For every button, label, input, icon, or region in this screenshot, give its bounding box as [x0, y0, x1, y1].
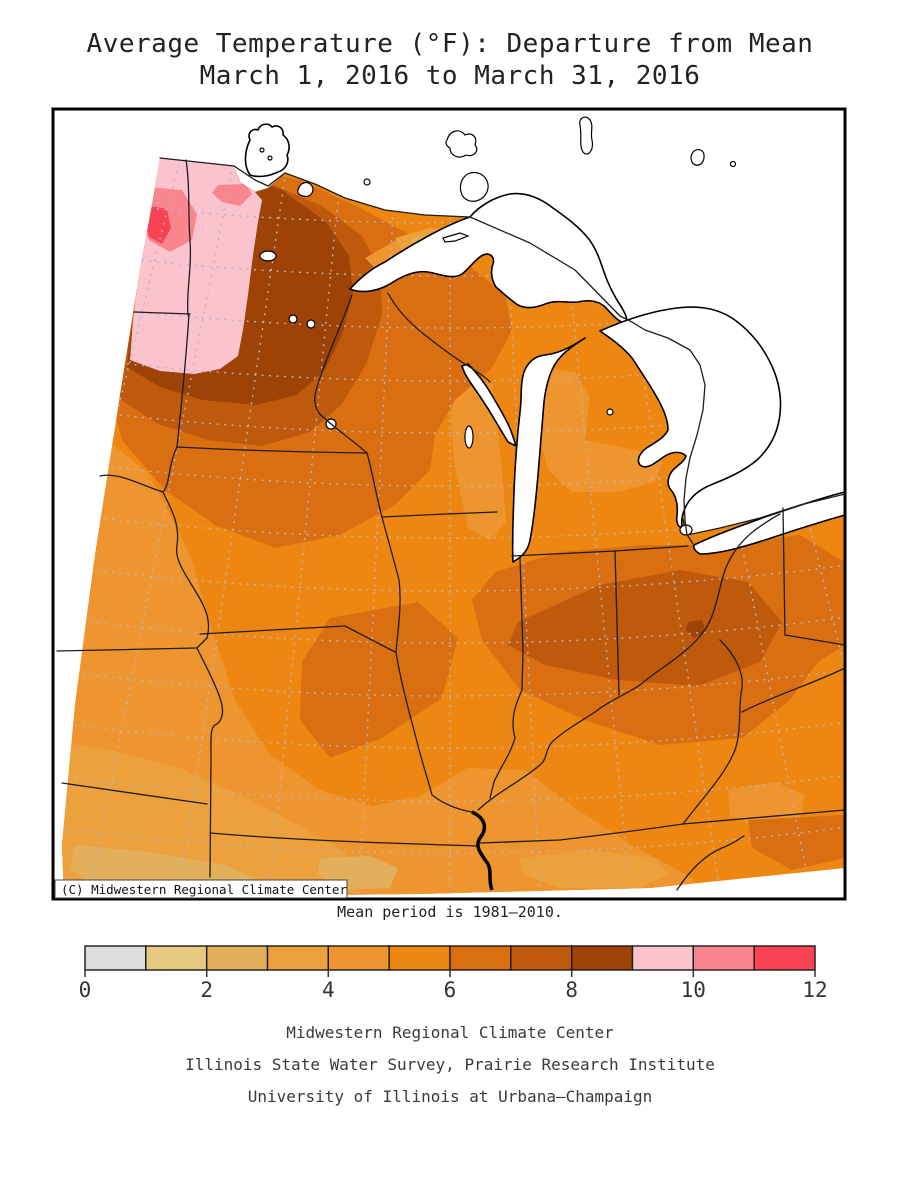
lac-seul	[445, 130, 478, 158]
border-il-in-wabash	[489, 557, 524, 799]
footer-line3: University of Illinois at Urbana–Champai…	[248, 1087, 653, 1106]
lake-superior	[349, 192, 628, 325]
st-clair-river	[681, 515, 694, 545]
colorbar-cell-3-4	[266, 945, 330, 971]
colorbar-cell-2-3	[205, 945, 269, 971]
colorbar-cell-10-11	[692, 945, 755, 971]
border-mn-nd	[185, 159, 192, 316]
border-ks-mo-missouri-river	[196, 647, 224, 878]
lake-winnibigoshish	[288, 314, 298, 324]
contour-band-4-5-southwest	[62, 430, 700, 897]
lake-of-the-woods	[244, 123, 290, 178]
lake-erie	[692, 491, 846, 555]
colorbar-tick-12: 12	[802, 978, 827, 1002]
border-ohio-river	[477, 513, 781, 811]
canadian-lake-dot	[729, 160, 737, 168]
colorbar-tick-6: 6	[444, 978, 457, 1002]
colorbar-tick-0: 0	[79, 978, 92, 1002]
border-ne-ks	[56, 647, 198, 652]
watermark: (C) Midwestern Regional Climate Center	[54, 879, 348, 899]
map-frame	[51, 107, 847, 901]
contour-spot-3-4-tennessee	[520, 850, 668, 888]
lake-michigan	[511, 337, 586, 563]
lake-nipigon	[459, 171, 489, 202]
footer-line2: Illinois State Water Survey, Prairie Res…	[185, 1055, 715, 1074]
border-ky-va-big-sandy	[682, 639, 743, 825]
isle-royale	[442, 232, 470, 243]
contour-spot-8-9-ohio	[686, 620, 706, 638]
footer: Midwestern Regional Climate Center Illin…	[185, 1023, 715, 1106]
colorbar-cell-9-10	[631, 945, 695, 971]
state-borders	[56, 157, 846, 891]
houghton-lake	[606, 408, 614, 416]
lake-huron	[599, 306, 782, 528]
contour-spot-6-7-missouri	[300, 602, 458, 758]
watermark-box	[54, 879, 348, 899]
colorbar-tick-4: 4	[322, 978, 335, 1002]
tennessee-river	[676, 835, 745, 891]
contour-spot-6-7-wisconsin	[423, 385, 452, 410]
canadian-lake-b	[690, 148, 705, 166]
border-mn-ia	[176, 446, 368, 454]
map-title-line2: March 1, 2016 to March 31, 2016	[200, 61, 701, 91]
contour-spot-11-12-core	[145, 206, 171, 244]
map-title-line1: Average Temperature (°F): Departure from…	[87, 29, 814, 59]
contour-band-7-8-ohio	[508, 570, 782, 686]
colorbar-ticks	[84, 970, 816, 977]
lake-winnebago	[464, 425, 474, 449]
border-wi-mi-up	[387, 292, 491, 383]
colorbar-cell-6-7	[449, 945, 512, 971]
border-ne-ia-missouri-river	[162, 491, 210, 649]
contour-spot-10-11-b	[212, 184, 252, 206]
colorbar-cell-5-6	[388, 945, 451, 971]
colorbar-tick-10: 10	[681, 978, 706, 1002]
border-sd-ia-big-sioux	[162, 446, 178, 493]
border-mn-sd	[176, 313, 190, 448]
border-ks-ok	[61, 782, 208, 805]
border-mississippi-river-lower	[471, 810, 494, 891]
colorbar-cell-8-9	[571, 945, 634, 971]
colorbar-cell-7-8	[510, 945, 573, 971]
watermark-text: (C) Midwestern Regional Climate Center	[61, 882, 347, 897]
footer-line1: Midwestern Regional Climate Center	[286, 1023, 614, 1042]
border-nd-sd	[133, 311, 191, 315]
colorbar-cell-11-12	[753, 945, 816, 971]
border-sd-ne-missouri-river	[99, 474, 164, 493]
contour-spot-4-5-wisconsin-shore	[451, 378, 506, 540]
rainy-lake	[297, 181, 314, 197]
lake-island-dot	[259, 147, 265, 153]
colorbar: 0 2 4 6 8 10 12	[79, 945, 828, 1002]
border-lake-dot	[363, 178, 371, 186]
border-in-oh	[614, 550, 620, 696]
contour-spot-4-5-michigan	[538, 368, 662, 492]
mean-period-caption: Mean period is 1981–2010.	[337, 903, 563, 921]
red-lake	[259, 250, 277, 262]
great-lakes	[244, 116, 846, 563]
leech-lake	[306, 319, 316, 329]
colorbar-cell-0-1	[84, 945, 147, 971]
border-mississippi-river	[314, 294, 473, 813]
colorbar-cell-4-5	[327, 945, 390, 971]
border-wv-va	[741, 667, 846, 713]
border-oh-pa	[782, 507, 846, 646]
border-mo-ar	[209, 832, 479, 847]
colorbar-cell-1-2	[145, 945, 208, 971]
border-wi-il	[381, 511, 498, 518]
canadian-lake-a	[579, 116, 593, 155]
border-us-canada	[159, 157, 846, 536]
lake-island-dot	[267, 155, 273, 161]
colorbar-tick-8: 8	[565, 978, 578, 1002]
green-bay	[461, 363, 517, 447]
colorbar-tick-2: 2	[200, 978, 213, 1002]
border-ia-mo	[199, 625, 396, 653]
contour-spot-6-7-kentucky	[748, 815, 845, 870]
